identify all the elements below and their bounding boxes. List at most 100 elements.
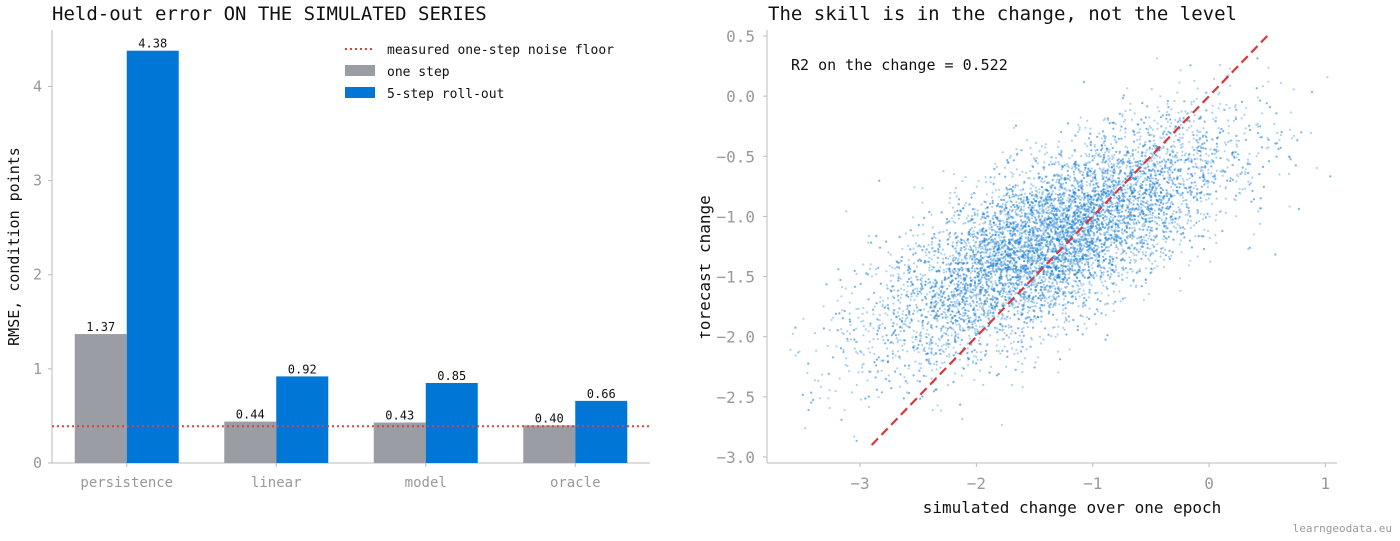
scatter-point xyxy=(1179,119,1182,122)
scatter-point xyxy=(1015,254,1018,257)
scatter-point xyxy=(1105,215,1108,218)
scatter-point xyxy=(1042,294,1045,297)
scatter-point xyxy=(1043,295,1046,299)
scatter-point xyxy=(973,235,977,238)
scatter-point xyxy=(1076,163,1079,166)
scatter-point xyxy=(1098,203,1101,206)
scatter-point xyxy=(994,259,997,262)
scatter-point xyxy=(1053,326,1056,329)
scatter-point xyxy=(885,284,888,287)
scatter-point xyxy=(948,235,951,238)
scatter-point xyxy=(1049,221,1052,224)
scatter-point xyxy=(1238,187,1241,190)
scatter-point xyxy=(1179,174,1182,177)
scatter-point xyxy=(1187,112,1190,115)
scatter-point xyxy=(1162,195,1165,198)
scatter-point xyxy=(1054,161,1057,164)
scatter-point xyxy=(1053,264,1056,267)
scatter-point xyxy=(1096,223,1099,226)
scatter-point xyxy=(944,326,947,329)
scatter-point xyxy=(1099,155,1102,158)
scatter-point xyxy=(1126,164,1129,167)
legend-label: measured one-step noise floor xyxy=(387,43,614,58)
scatter-point xyxy=(1211,104,1214,107)
scatter-point xyxy=(1146,207,1149,210)
scatter-point xyxy=(1063,194,1066,198)
scatter-point xyxy=(1084,268,1087,271)
scatter-point xyxy=(861,363,864,366)
scatter-point xyxy=(1235,173,1239,176)
scatter-point xyxy=(1326,76,1329,79)
scatter-point xyxy=(1036,162,1039,165)
scatter-point xyxy=(1144,217,1147,220)
scatter-point xyxy=(968,230,971,233)
scatter-point xyxy=(1151,152,1154,155)
scatter-point xyxy=(1082,230,1085,234)
scatter-point xyxy=(1097,262,1100,266)
scatter-point xyxy=(1067,268,1070,271)
scatter-point xyxy=(1020,271,1023,274)
scatter-point xyxy=(1038,201,1041,204)
scatter-point xyxy=(928,290,931,294)
scatter-point xyxy=(1151,216,1154,219)
scatter-point xyxy=(1028,225,1031,228)
scatter-point xyxy=(861,312,864,315)
scatter-point xyxy=(830,318,833,322)
scatter-point xyxy=(922,348,926,351)
scatter-point xyxy=(1076,206,1079,209)
scatter-point xyxy=(1078,242,1081,246)
scatter-point xyxy=(815,349,818,352)
scatter-point xyxy=(994,189,997,192)
scatter-point xyxy=(1041,263,1044,266)
scatter-point xyxy=(1127,151,1130,154)
scatter-point xyxy=(995,349,998,353)
scatter-point xyxy=(1034,189,1037,192)
scatter-point xyxy=(1112,164,1115,167)
scatter-point xyxy=(1031,297,1034,300)
scatter-point xyxy=(1240,172,1243,175)
scatter-point xyxy=(1138,221,1141,224)
scatter-point xyxy=(950,275,953,278)
scatter-point xyxy=(973,226,977,229)
scatter-point xyxy=(1025,199,1028,202)
scatter-point xyxy=(991,288,994,291)
scatter-point xyxy=(1126,146,1129,149)
scatter-point xyxy=(946,334,950,337)
scatter-point xyxy=(1087,261,1090,264)
scatter-point xyxy=(1055,220,1059,224)
y-tick-label: 0.0 xyxy=(726,87,755,106)
scatter-point xyxy=(1076,218,1079,221)
scatter-point xyxy=(1047,236,1050,239)
scatter-point xyxy=(1039,175,1042,179)
scatter-point xyxy=(1235,156,1238,159)
bar-rollout xyxy=(126,50,179,464)
scatter-point xyxy=(976,212,979,215)
scatter-point xyxy=(1139,175,1142,178)
scatter-point xyxy=(960,258,963,261)
scatter-point xyxy=(996,249,999,253)
scatter-point xyxy=(901,317,904,320)
scatter-point xyxy=(1126,231,1129,234)
scatter-point xyxy=(980,307,983,311)
scatter-point xyxy=(1196,152,1199,155)
scatter-point xyxy=(1037,205,1040,208)
scatter-point xyxy=(886,339,890,342)
scatter-point xyxy=(1215,169,1218,172)
scatter-point xyxy=(1074,239,1077,242)
scatter-point xyxy=(1193,172,1196,175)
scatter-point xyxy=(914,360,917,363)
scatter-point xyxy=(1096,298,1099,301)
scatter-point xyxy=(1014,271,1017,274)
scatter-point xyxy=(819,397,822,400)
scatter-point xyxy=(1061,165,1064,168)
scatter-point xyxy=(951,316,954,319)
scatter-point xyxy=(977,271,980,274)
scatter-point xyxy=(1139,248,1142,251)
scatter-point xyxy=(1011,175,1014,178)
scatter-point xyxy=(1005,365,1008,368)
scatter-point xyxy=(1185,206,1188,209)
scatter-point xyxy=(1080,284,1083,287)
scatter-point xyxy=(1005,301,1008,304)
scatter-point xyxy=(1018,210,1021,213)
scatter-point xyxy=(979,267,982,270)
